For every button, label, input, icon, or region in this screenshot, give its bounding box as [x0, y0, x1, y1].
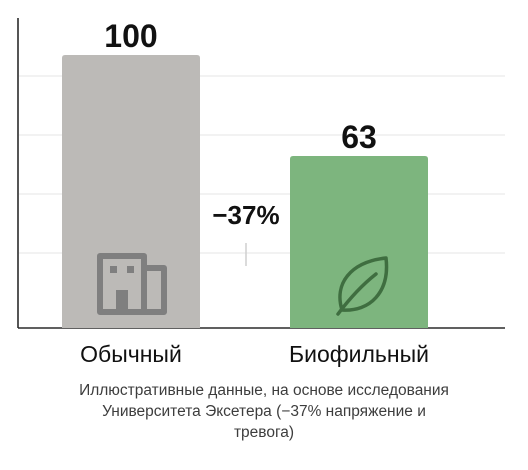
difference-annotation: −37% — [212, 200, 279, 230]
bar-ordinary — [62, 55, 200, 328]
caption-line-3: тревога) — [233, 424, 295, 441]
bar-chart: 100 63 −37% Обычный Биофильный — [17, 18, 505, 367]
caption-line-1: Иллюстративные данные, на основе исследо… — [79, 382, 449, 399]
caption-line-2: Университета Эксетера (−37% напряжение и — [102, 403, 426, 420]
bar-biophilic — [290, 156, 428, 328]
leaf-icon — [336, 256, 389, 316]
chart-caption: Иллюстративные данные, на основе исследо… — [0, 380, 528, 443]
category-label: Биофильный — [289, 341, 429, 367]
building-icon — [97, 253, 167, 315]
value-label: 63 — [341, 119, 377, 155]
value-label: 100 — [104, 18, 157, 54]
category-label: Обычный — [80, 341, 182, 367]
